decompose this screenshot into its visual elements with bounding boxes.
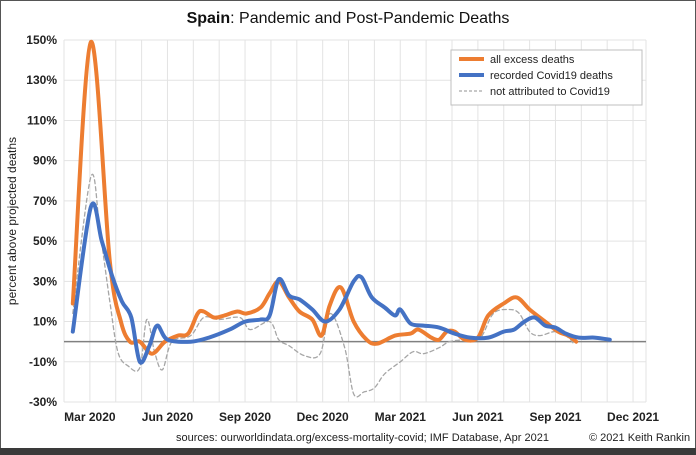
chart-title: Spain: Pandemic and Post-Pandemic Deaths [187,10,510,27]
x-tick-label: Jun 2020 [142,410,194,424]
y-axis-ticks: 150% 130% 110% 90% 70% 50% 30% 10% -10% -30% [26,33,57,409]
chart-title-rest: : Pandemic and Post-Pandemic Deaths [230,10,509,27]
x-tick-label: Sep 2021 [529,410,581,424]
series-recorded-covid19-deaths [70,201,612,365]
legend: all excess deaths recorded Covid19 deaths… [450,49,643,106]
legend-item-all-excess-label: all excess deaths [490,54,575,66]
x-tick-label: Mar 2021 [375,410,427,424]
y-tick-label: 130% [26,73,57,87]
y-tick-label: 70% [33,194,57,208]
series-lines [70,39,612,398]
y-tick-label: 30% [33,274,57,288]
series-not-attributed-to-covid19 [72,173,575,398]
series-all-excess-deaths [70,39,579,356]
x-tick-label: Dec 2020 [297,410,349,424]
y-tick-label: -10% [29,355,57,369]
y-tick-label: -30% [29,395,57,409]
y-tick-label: 110% [27,113,57,127]
copyright-note: © 2021 Keith Rankin [589,432,690,444]
bottom-edge [0,448,696,455]
y-tick-label: 90% [33,154,57,168]
grid [63,39,647,403]
legend-item-not-attributed-label: not attributed to Covid19 [490,86,610,98]
x-tick-label: Jun 2021 [452,410,504,424]
chart-title-bold: Spain [187,10,231,27]
y-tick-label: 50% [33,234,57,248]
x-tick-label: Sep 2020 [219,410,271,424]
x-tick-label: Dec 2021 [607,410,659,424]
y-axis-label: percent above projected deaths [5,137,19,305]
x-axis-ticks: Mar 2020 Jun 2020 Sep 2020 Dec 2020 Mar 2021… [64,410,659,424]
source-note: sources: ourworldindata.org/excess-morta… [176,432,549,444]
x-tick-label: Mar 2020 [64,410,116,424]
legend-item-recorded-covid19-label: recorded Covid19 deaths [490,70,613,82]
y-tick-label: 150% [26,33,57,47]
y-tick-label: 10% [33,315,57,329]
